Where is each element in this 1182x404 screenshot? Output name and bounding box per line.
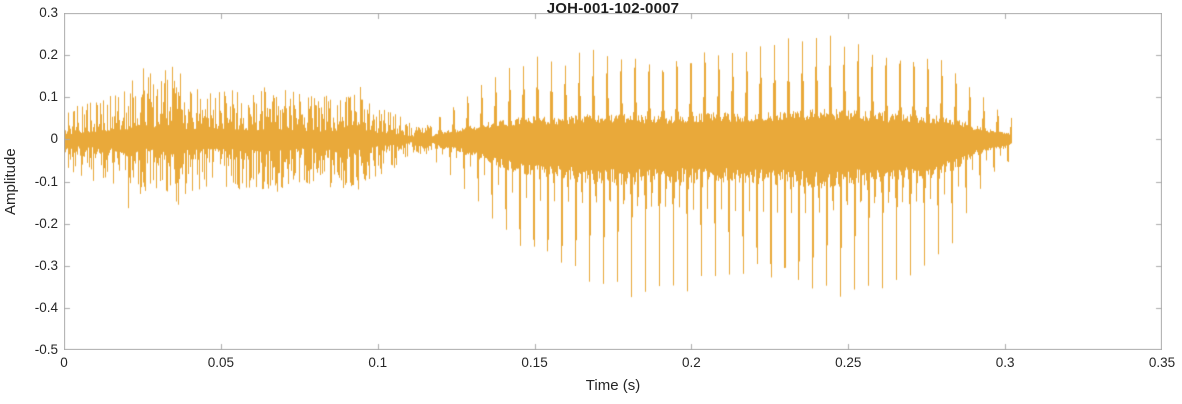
y-tick-label: 0.1 (39, 89, 58, 105)
x-tick-label: 0.1 (368, 355, 388, 370)
x-tick-label: 0.25 (835, 355, 862, 370)
x-tick-label: 0.3 (995, 355, 1015, 370)
y-tick-label: -0.5 (34, 342, 58, 357)
plot-area (64, 13, 1162, 350)
x-tick-label: 0.2 (682, 355, 701, 370)
waveform-canvas (64, 13, 1162, 350)
y-tick-label: -0.4 (34, 299, 58, 315)
y-tick-label: -0.1 (34, 173, 58, 189)
x-axis-label: Time (s) (585, 377, 641, 394)
x-tick-label: 0.15 (521, 355, 548, 370)
x-tick-label: 0 (60, 355, 68, 370)
chart-title: JOH-001-102-0007 (546, 0, 680, 17)
x-tick-label: 0.35 (1148, 355, 1176, 370)
y-tick-label: -0.2 (34, 215, 58, 231)
y-tick-label: 0.2 (39, 47, 58, 63)
x-tick-label: 0.05 (207, 355, 234, 370)
y-tick-label: 0.3 (39, 5, 58, 20)
y-tick-label: -0.3 (34, 257, 58, 273)
y-tick-label: 0 (50, 131, 58, 147)
